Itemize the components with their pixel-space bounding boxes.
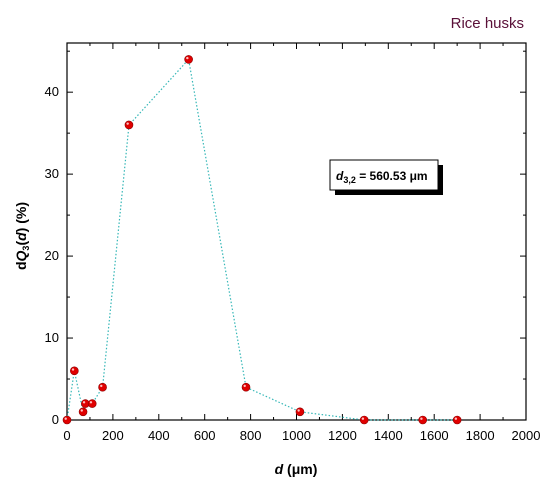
x-tick-label: 400: [148, 428, 170, 443]
data-point: [418, 415, 428, 425]
annotation-box: d3,2 = 560.53 μm: [329, 159, 443, 195]
data-points: [62, 55, 462, 425]
data-point-highlight: [297, 409, 300, 412]
x-tick-label: 1800: [466, 428, 495, 443]
annotation-text: d3,2 = 560.53 μm: [336, 169, 428, 185]
data-point-highlight: [454, 417, 458, 420]
data-point-highlight: [100, 384, 103, 388]
data-point-highlight: [64, 417, 67, 420]
y-tick-label: 30: [45, 166, 59, 181]
data-point-highlight: [71, 368, 75, 371]
x-tick-label: 1200: [328, 428, 357, 443]
y-axis-ticks: 0 10 20 30 40: [45, 50, 526, 427]
x-tick-label: 1000: [282, 428, 311, 443]
data-point-highlight: [186, 56, 189, 60]
data-point-highlight: [361, 417, 365, 420]
data-point-highlight: [89, 401, 93, 404]
data-point-highlight: [420, 417, 423, 420]
y-axis-label: dQ3(d) (%): [13, 202, 31, 270]
x-tick-label: 2000: [512, 428, 541, 443]
data-point: [359, 415, 369, 425]
data-point: [87, 399, 97, 408]
x-tick-label: 1600: [420, 428, 449, 443]
data-point: [124, 120, 134, 130]
x-axis-label: d (μm): [275, 461, 318, 477]
x-tick-label: 600: [194, 428, 216, 443]
plot-frame: [66, 42, 527, 421]
data-point: [62, 415, 72, 425]
data-point: [241, 382, 251, 392]
x-axis-ticks: 0 200 400 600 800 1000 1200 1400 1600 1800 2000: [63, 43, 540, 443]
data-point: [184, 55, 193, 64]
x-tick-label: 0: [63, 428, 70, 443]
data-point: [78, 407, 88, 417]
y-tick-label: 0: [52, 412, 59, 427]
x-tick-label: 800: [240, 428, 262, 443]
y-tick-label: 10: [45, 330, 59, 345]
data-point: [295, 407, 305, 417]
data-point: [70, 366, 79, 376]
x-tick-label: 200: [102, 428, 124, 443]
y-tick-label: 20: [45, 248, 59, 263]
y-tick-label: 40: [45, 84, 59, 99]
series-line: [66, 58, 458, 421]
data-point: [98, 382, 107, 392]
data-point-highlight: [80, 409, 83, 412]
data-point: [452, 415, 462, 425]
x-tick-label: 1400: [374, 428, 403, 443]
data-point-highlight: [82, 401, 86, 404]
chart-title: Rice husks: [451, 15, 524, 32]
annotation-frame: [329, 159, 439, 191]
data-point-highlight: [126, 122, 129, 125]
data-point-highlight: [243, 384, 246, 388]
